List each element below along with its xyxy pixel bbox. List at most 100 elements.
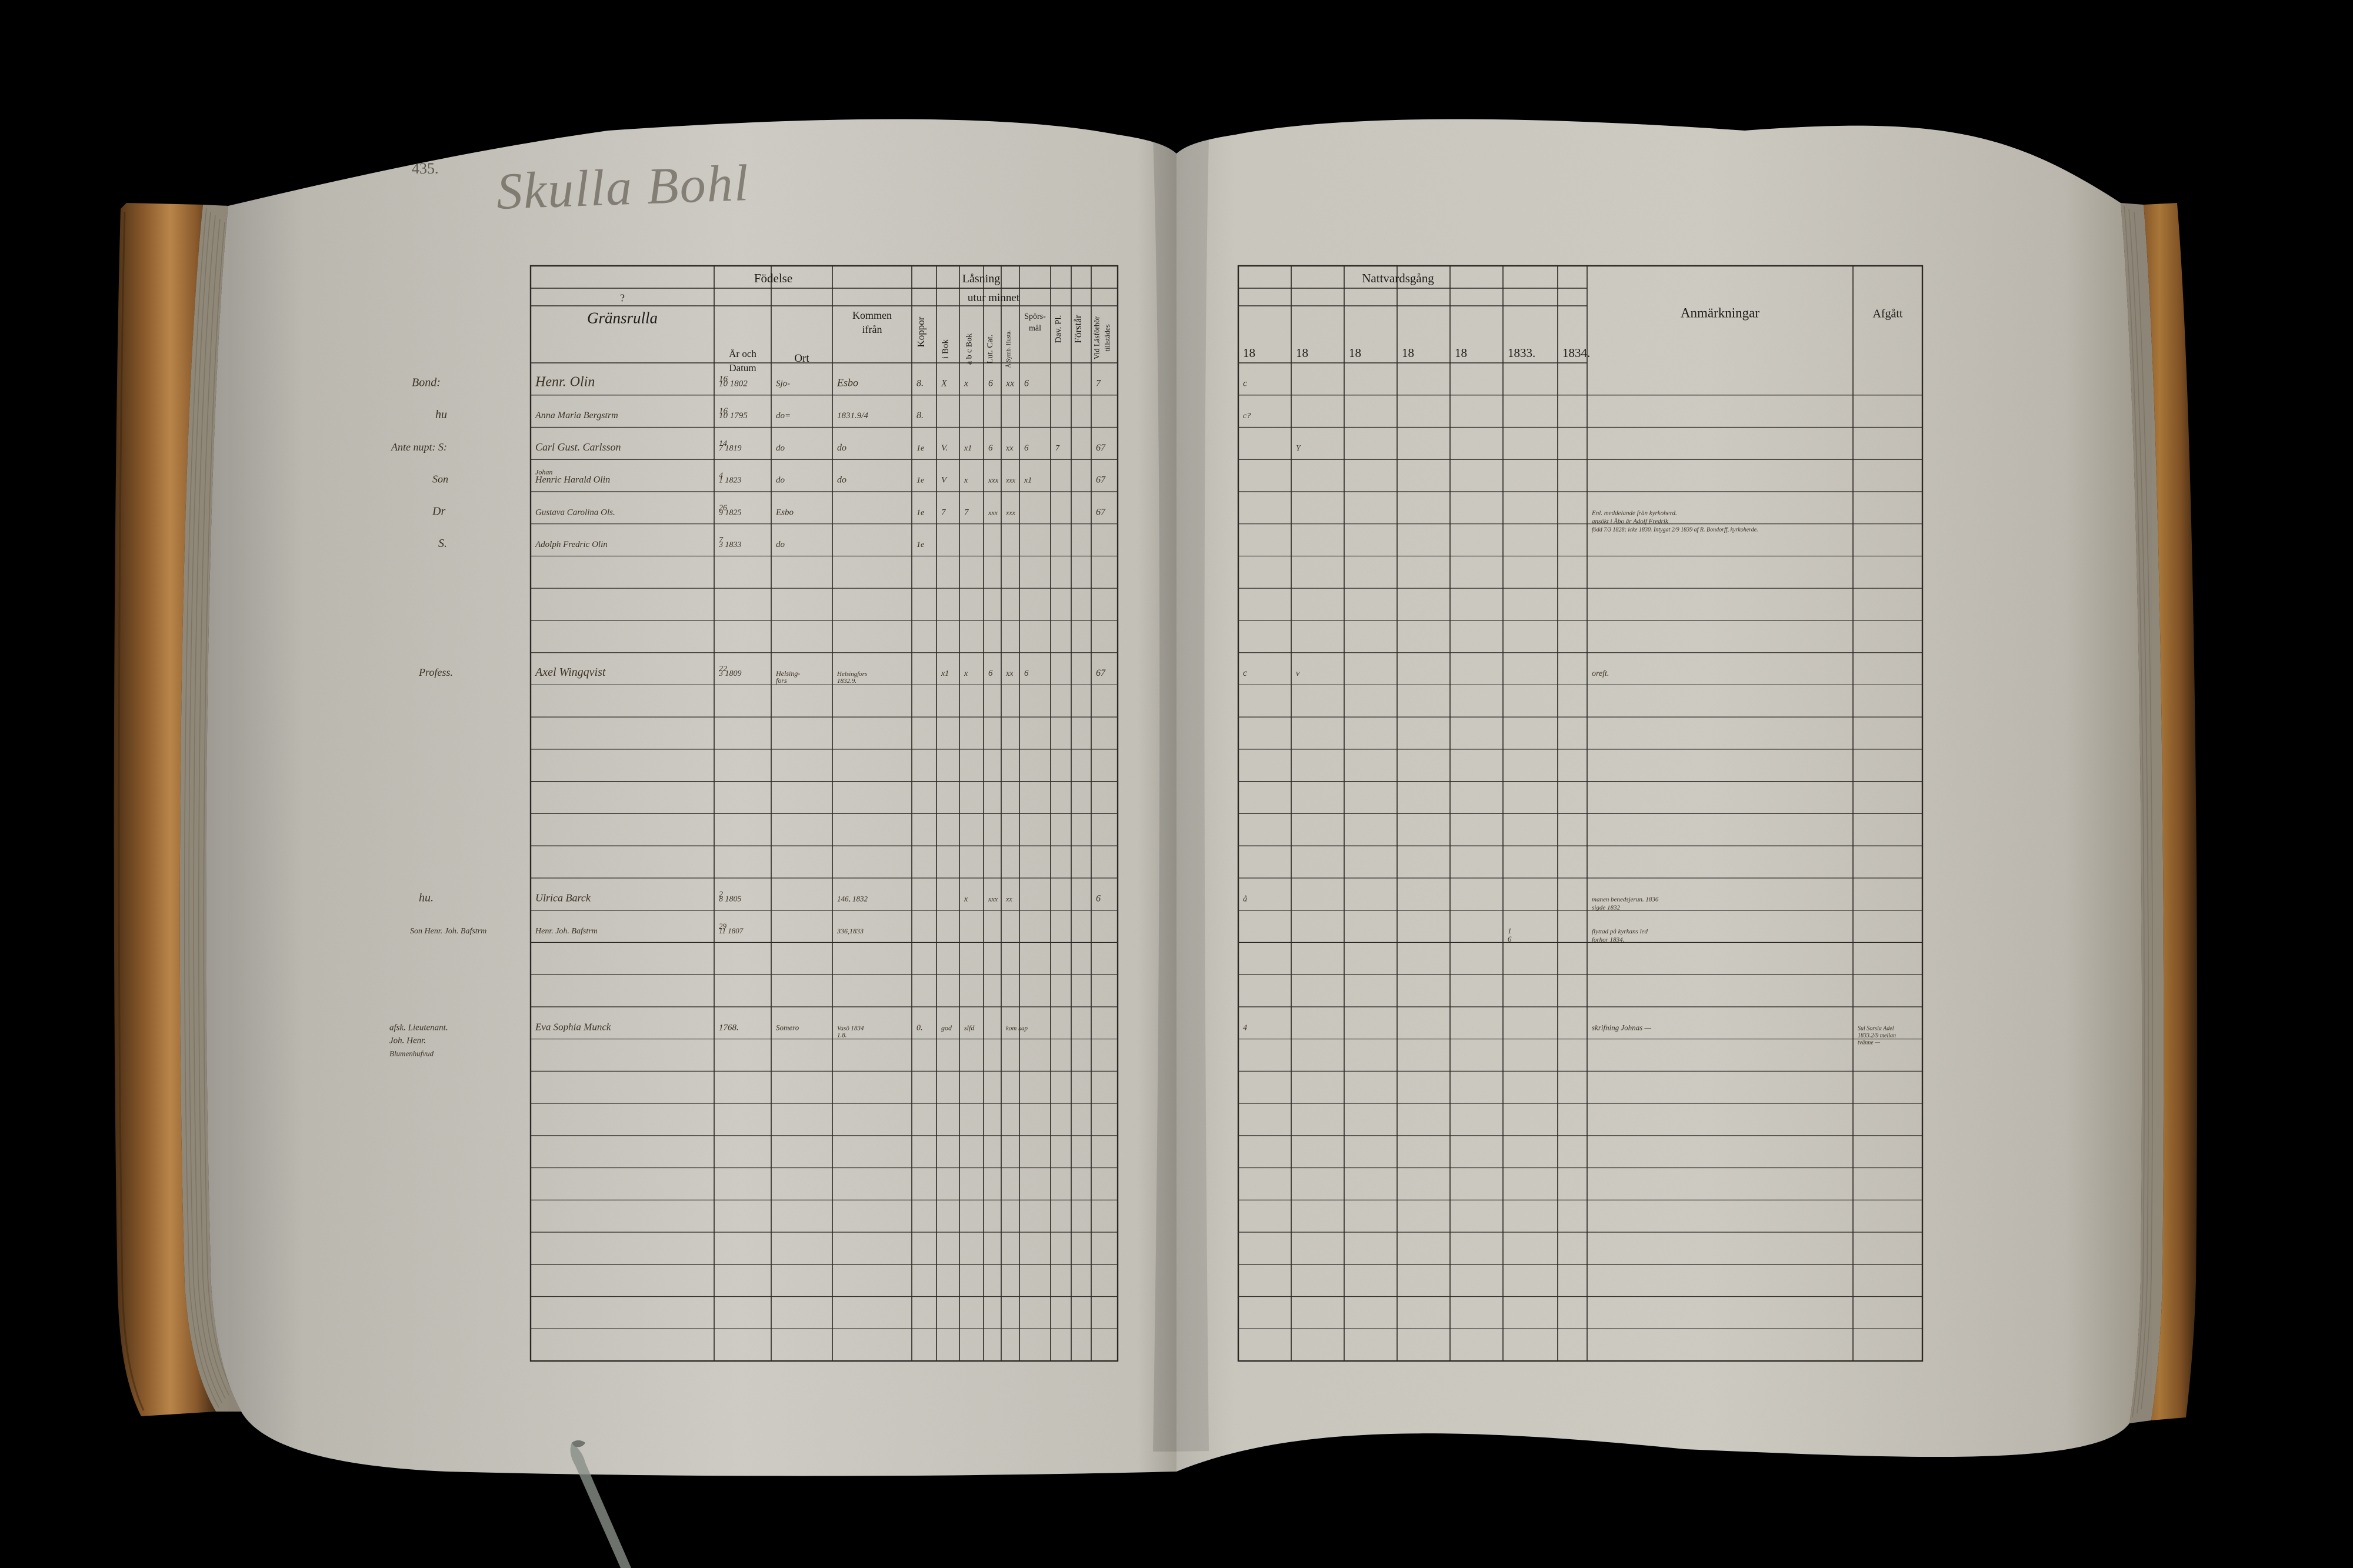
- svg-text:6: 6: [988, 443, 993, 453]
- svg-text:1e: 1e: [916, 541, 924, 549]
- svg-text:x: x: [964, 669, 968, 678]
- svg-text:Somero: Somero: [776, 1023, 799, 1032]
- svg-text:3 1809: 3 1809: [718, 669, 742, 678]
- svg-text:1834.: 1834.: [1562, 346, 1590, 360]
- svg-text:do: do: [837, 443, 846, 453]
- svg-text:xxx: xxx: [988, 895, 998, 903]
- svg-text:x: x: [964, 378, 968, 388]
- svg-text:Helsingfors: Helsingfors: [836, 670, 867, 678]
- svg-text:6: 6: [988, 378, 993, 388]
- svg-text:c: c: [1243, 668, 1247, 678]
- svg-text:År och: År och: [729, 348, 756, 359]
- svg-text:7: 7: [1096, 378, 1101, 388]
- svg-text:Dav. Pl.: Dav. Pl.: [1054, 315, 1064, 343]
- svg-text:4: 4: [1243, 1023, 1247, 1032]
- svg-text:Joh. Henr.: Joh. Henr.: [389, 1036, 426, 1045]
- svg-text:9 1825: 9 1825: [719, 508, 742, 517]
- svg-text:x1: x1: [1024, 476, 1032, 485]
- svg-text:x1: x1: [941, 669, 949, 678]
- svg-text:11 1807: 11 1807: [719, 926, 744, 935]
- svg-text:mål: mål: [1029, 324, 1041, 333]
- svg-text:afsk. Lieutenant.: afsk. Lieutenant.: [389, 1023, 448, 1032]
- svg-text:Bond:: Bond:: [412, 376, 441, 389]
- svg-text:manen benedsjerun. 1836: manen benedsjerun. 1836: [1592, 896, 1659, 903]
- svg-text:Skulla Bohl: Skulla Bohl: [495, 155, 750, 221]
- svg-text:Å.Symb. Husta.: Å.Symb. Husta.: [1005, 331, 1012, 368]
- svg-text:18: 18: [1402, 346, 1414, 360]
- svg-text:xx: xx: [1005, 895, 1012, 903]
- svg-text:Vasö 1834: Vasö 1834: [837, 1025, 864, 1032]
- svg-text:sigde 1832: sigde 1832: [1592, 904, 1620, 911]
- svg-text:10 1802: 10 1802: [719, 379, 748, 388]
- svg-text:336,1833: 336,1833: [836, 927, 864, 935]
- svg-text:Anna Maria Bergstrm: Anna Maria Bergstrm: [535, 411, 618, 421]
- svg-text:1e: 1e: [916, 444, 924, 453]
- svg-text:oreft.: oreft.: [1592, 669, 1609, 678]
- svg-text:1831.9/4: 1831.9/4: [837, 411, 868, 421]
- svg-text:18: 18: [1243, 346, 1255, 360]
- svg-text:6: 6: [1508, 935, 1512, 943]
- svg-text:Profess.: Profess.: [418, 666, 453, 678]
- svg-text:utur minnet: utur minnet: [968, 292, 1020, 304]
- svg-text:Gustava Carolina Ols.: Gustava Carolina Ols.: [535, 508, 615, 517]
- svg-text:6: 6: [988, 669, 993, 678]
- svg-text:xxx: xxx: [988, 508, 998, 516]
- svg-text:a b c Bok: a b c Bok: [965, 333, 974, 365]
- svg-text:ansökt i Åbo är Adolf Fredrik: ansökt i Åbo är Adolf Fredrik: [1592, 518, 1669, 525]
- svg-text:Vid Läsförhör: Vid Läsförhör: [1092, 316, 1101, 359]
- svg-text:do: do: [776, 476, 785, 485]
- svg-text:xx: xx: [1005, 444, 1014, 453]
- svg-text:Henric Harald Olin: Henric Harald Olin: [535, 475, 610, 485]
- svg-text:v: v: [1296, 669, 1300, 678]
- svg-text:67: 67: [1096, 668, 1106, 678]
- svg-text:10 1795: 10 1795: [719, 411, 748, 421]
- svg-text:18: 18: [1349, 346, 1361, 360]
- svg-text:c: c: [1243, 378, 1247, 388]
- svg-text:0.: 0.: [916, 1023, 923, 1032]
- svg-text:Låsning: Låsning: [962, 272, 1000, 285]
- svg-text:Axel Wingqvist: Axel Wingqvist: [534, 666, 606, 679]
- svg-text:forhor 1834.: forhor 1834.: [1592, 936, 1624, 943]
- svg-text:18: 18: [1296, 346, 1308, 360]
- svg-text:Carl Gust. Carlsson: Carl Gust. Carlsson: [535, 441, 621, 453]
- svg-text:146, 1832: 146, 1832: [837, 894, 868, 903]
- svg-text:Blumenhufvud: Blumenhufvud: [389, 1049, 434, 1057]
- svg-text:?: ?: [620, 292, 625, 304]
- svg-text:do: do: [837, 475, 846, 485]
- svg-text:6: 6: [1096, 893, 1101, 903]
- svg-text:x1: x1: [964, 444, 972, 453]
- svg-text:Kommen: Kommen: [852, 309, 892, 321]
- svg-text:Eva Sophia Munck: Eva Sophia Munck: [535, 1021, 611, 1032]
- svg-text:X: X: [941, 378, 948, 388]
- svg-text:Esbo: Esbo: [836, 376, 858, 388]
- svg-text:435.: 435.: [412, 160, 439, 177]
- svg-text:Son: Son: [432, 473, 448, 485]
- svg-text:1.8.: 1.8.: [837, 1032, 847, 1039]
- svg-text:slfd: slfd: [964, 1023, 975, 1032]
- svg-text:Datum: Datum: [729, 362, 756, 373]
- svg-text:67: 67: [1096, 507, 1106, 517]
- svg-text:S.: S.: [438, 537, 447, 550]
- svg-text:V.: V.: [941, 443, 948, 453]
- svg-text:Johan: Johan: [535, 468, 552, 476]
- svg-text:Förstår: Förstår: [1072, 315, 1084, 343]
- svg-text:x: x: [964, 895, 968, 903]
- svg-text:Ante nupt: S:: Ante nupt: S:: [391, 441, 447, 453]
- svg-text:tillstädes: tillstädes: [1103, 324, 1112, 351]
- svg-text:i Bok: i Bok: [941, 339, 951, 359]
- svg-text:fors: fors: [776, 676, 787, 685]
- svg-text:6: 6: [1024, 669, 1029, 678]
- svg-text:född 7/3 1828; icke 1830. Inty: född 7/3 1828; icke 1830. Intygat 2/9 18…: [1592, 526, 1758, 533]
- svg-text:Ort: Ort: [794, 352, 809, 365]
- svg-text:xxx: xxx: [1005, 476, 1016, 485]
- svg-text:Spörs-: Spörs-: [1024, 312, 1046, 321]
- svg-text:Dr: Dr: [432, 505, 445, 518]
- svg-text:1832.9.: 1832.9.: [837, 678, 856, 685]
- svg-text:67: 67: [1096, 475, 1106, 485]
- svg-text:Födelse: Födelse: [754, 271, 792, 285]
- svg-text:xxx: xxx: [988, 476, 999, 485]
- svg-text:6: 6: [1024, 443, 1029, 453]
- svg-text:xx: xx: [1005, 669, 1014, 678]
- svg-text:7: 7: [1055, 444, 1060, 453]
- svg-text:1833.2/9 mellan: 1833.2/9 mellan: [1858, 1032, 1896, 1039]
